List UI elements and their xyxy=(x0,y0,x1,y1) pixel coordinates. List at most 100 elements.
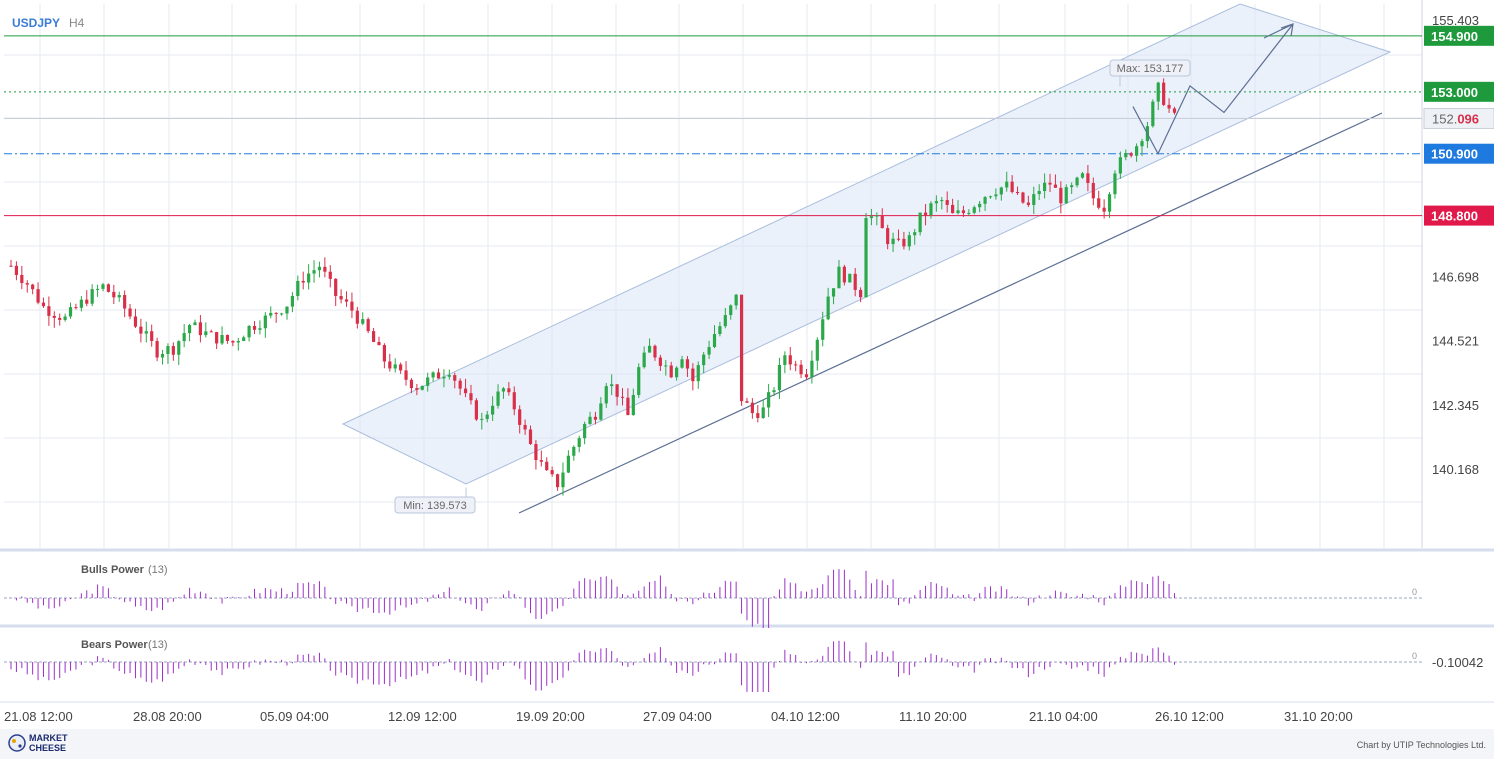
candle-body xyxy=(1113,173,1117,195)
candle-body xyxy=(853,273,857,290)
candle-body xyxy=(355,310,359,324)
candle-body xyxy=(588,416,592,424)
candle-body xyxy=(680,359,684,368)
candle-body xyxy=(886,228,890,245)
candle-body xyxy=(945,200,949,205)
candle-body xyxy=(555,474,560,488)
price-axis[interactable]: 155.403 146.698 144.521 142.345 140.168 xyxy=(1432,13,1479,477)
horizontal-levels[interactable] xyxy=(4,35,1422,217)
level-badge-154.900 xyxy=(1424,25,1494,46)
candle-body xyxy=(956,210,960,214)
candle-body xyxy=(940,200,944,202)
candle-body xyxy=(95,288,100,290)
candle-body xyxy=(371,331,376,342)
indicator-value-label: -0.10042 xyxy=(1432,655,1483,670)
market-cheese-logo[interactable]: MARKET CHEESE xyxy=(8,733,68,753)
candle-body xyxy=(1010,181,1014,193)
candle-body xyxy=(702,354,706,366)
candle-body xyxy=(1102,207,1106,212)
candle-body xyxy=(707,347,711,355)
candle-body xyxy=(426,377,430,386)
candle-body xyxy=(842,266,846,283)
forecast-arrow[interactable] xyxy=(1132,23,1294,156)
x-tick: 05.09 04:00 xyxy=(260,709,329,724)
candle-body xyxy=(204,331,208,336)
candle-body xyxy=(393,364,397,369)
candle-body xyxy=(312,270,316,274)
candle-body xyxy=(620,396,625,398)
timeframe-label[interactable]: H4 xyxy=(69,16,85,30)
candle-body xyxy=(123,295,127,309)
candle-body xyxy=(1037,191,1041,195)
candle-body xyxy=(999,187,1003,195)
candle-body xyxy=(155,341,159,358)
candle-body xyxy=(501,388,506,392)
x-tick: 28.08 20:00 xyxy=(133,709,202,724)
candle-body xyxy=(1091,183,1095,199)
level-badge-text: 148.800 xyxy=(1431,209,1478,224)
symbol-label[interactable]: USDJPY xyxy=(12,16,60,30)
candle-body xyxy=(696,365,700,382)
candle-body xyxy=(247,325,251,338)
support-trend-line[interactable] xyxy=(518,112,1383,514)
candle-body xyxy=(436,372,441,379)
candle-body xyxy=(463,388,468,394)
candle-body xyxy=(150,331,154,342)
candle-body xyxy=(269,312,273,316)
candle-body xyxy=(1156,82,1160,102)
candle-body xyxy=(74,307,78,309)
candle-body xyxy=(1021,192,1025,203)
candle-body xyxy=(642,352,646,368)
candle-body xyxy=(566,455,570,473)
candle-body xyxy=(767,392,771,408)
candle-body xyxy=(47,306,51,316)
candle-body xyxy=(236,340,240,343)
candle-body xyxy=(58,317,62,320)
time-axis[interactable]: 21.08 12:00 28.08 20:00 05.09 04:00 12.09 1… xyxy=(4,709,1353,724)
candle-body xyxy=(52,315,56,318)
candlestick-series xyxy=(9,78,1177,496)
candle-body xyxy=(675,367,679,378)
candle-body xyxy=(534,444,538,461)
candle-body xyxy=(734,294,738,306)
candle-body xyxy=(1151,101,1155,127)
candle-body xyxy=(528,429,533,445)
candle-body xyxy=(166,346,170,354)
x-tick: 04.10 12:00 xyxy=(771,709,840,724)
candle-body xyxy=(739,294,744,402)
candle-body xyxy=(252,325,257,330)
candle-body xyxy=(788,355,792,365)
candle-body xyxy=(1135,146,1139,156)
candle-body xyxy=(420,385,424,390)
candle-body xyxy=(117,295,121,298)
level-badge-148.800 xyxy=(1424,205,1494,226)
candle-body xyxy=(988,196,993,198)
candle-body xyxy=(1064,187,1068,204)
candle-body xyxy=(821,319,825,340)
footer: MARKET CHEESE Chart by UTIP Technologies… xyxy=(0,729,1494,759)
y-tick: 144.521 xyxy=(1432,334,1479,349)
credit-text: Chart by UTIP Technologies Ltd. xyxy=(1357,740,1486,750)
y-tick: 146.698 xyxy=(1432,270,1479,285)
candle-body xyxy=(826,296,830,320)
candle-body xyxy=(350,301,354,311)
indicator-param: (13) xyxy=(148,639,168,651)
candle-body xyxy=(63,316,67,320)
candle-body xyxy=(215,332,219,344)
candle-body xyxy=(685,359,690,369)
candle-body xyxy=(978,203,982,208)
candle-body xyxy=(285,306,289,314)
x-tick: 21.08 12:00 xyxy=(4,709,73,724)
candle-body xyxy=(225,334,230,341)
candle-body xyxy=(14,265,19,275)
candle-body xyxy=(399,364,403,371)
candle-body xyxy=(496,391,500,406)
candle-body xyxy=(1097,198,1101,208)
candle-body xyxy=(777,364,782,391)
candle-body xyxy=(263,315,267,329)
y-tick: 140.168 xyxy=(1432,462,1479,477)
candle-body xyxy=(431,372,435,378)
candle-body xyxy=(994,194,998,197)
candle-body xyxy=(198,322,203,336)
candle-body xyxy=(415,388,419,390)
